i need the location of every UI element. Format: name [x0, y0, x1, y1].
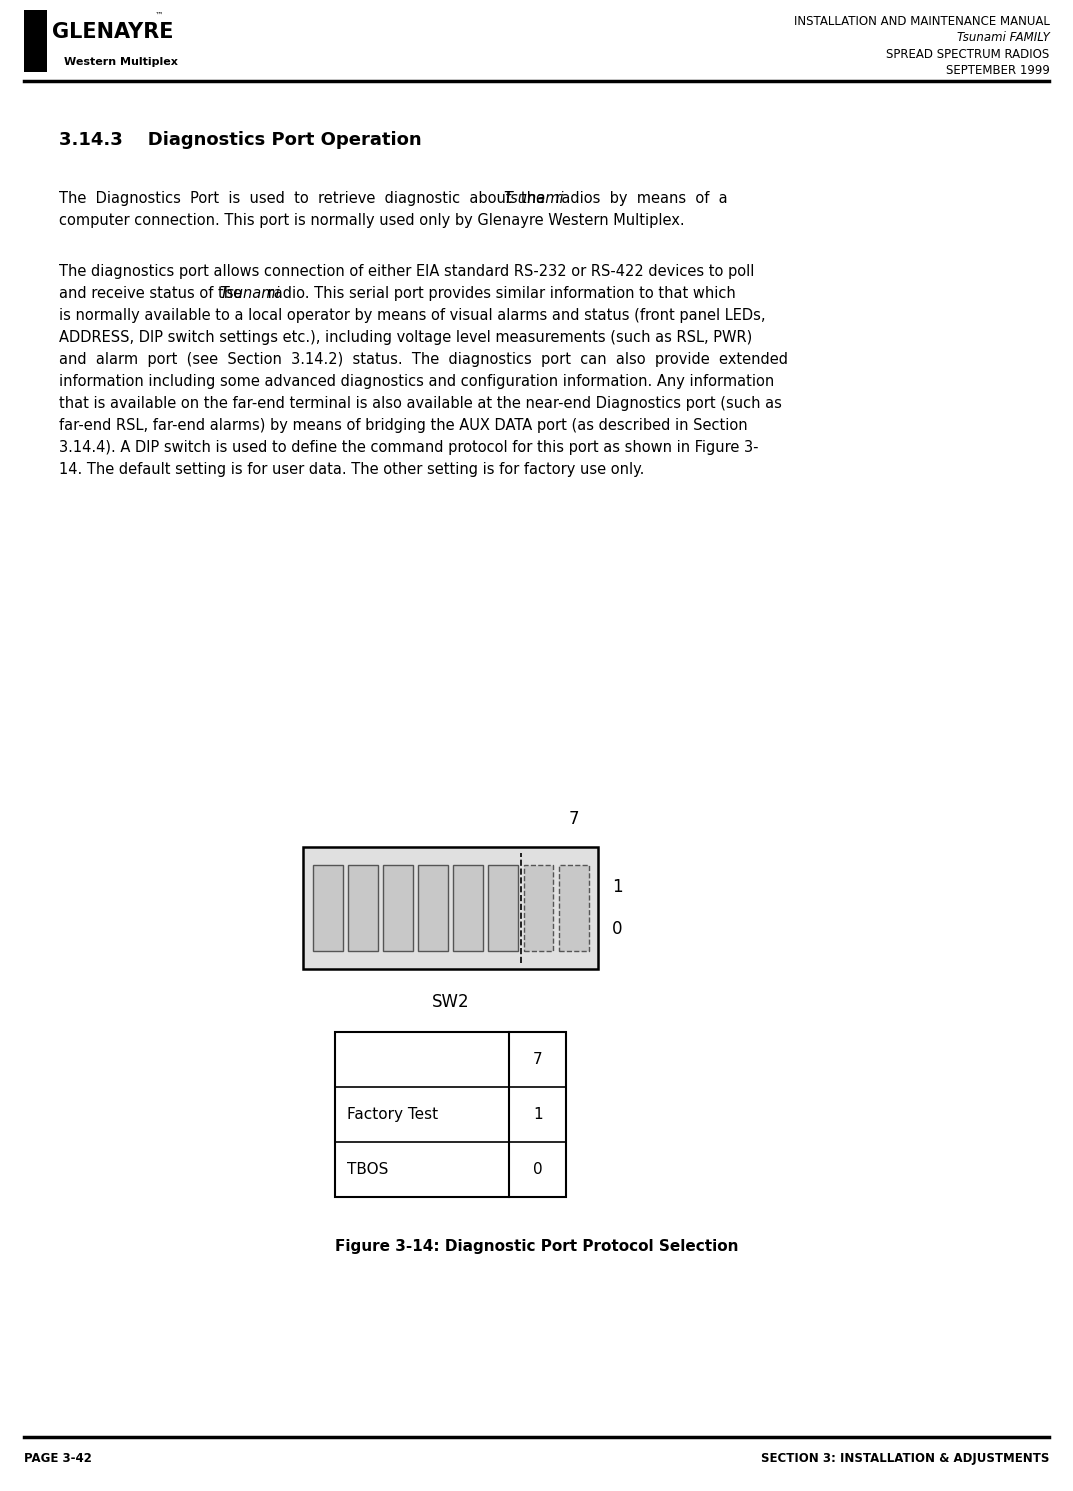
Text: Factory Test: Factory Test — [348, 1106, 438, 1123]
Text: radios  by  means  of  a: radios by means of a — [546, 191, 729, 206]
Text: 7: 7 — [533, 1051, 543, 1068]
Text: Figure 3-14: Diagnostic Port Protocol Selection: Figure 3-14: Diagnostic Port Protocol Se… — [335, 1239, 738, 1254]
Text: INSTALLATION AND MAINTENANCE MANUAL: INSTALLATION AND MAINTENANCE MANUAL — [794, 15, 1049, 28]
Text: SW2: SW2 — [431, 993, 470, 1011]
Text: far-end RSL, far-end alarms) by means of bridging the AUX DATA port (as describe: far-end RSL, far-end alarms) by means of… — [59, 417, 748, 434]
Text: 14. The default setting is for user data. The other setting is for factory use o: 14. The default setting is for user data… — [59, 462, 645, 477]
Bar — [418, 865, 449, 951]
Text: PAGE 3-42: PAGE 3-42 — [24, 1452, 91, 1466]
Bar — [524, 865, 554, 951]
Bar — [348, 865, 378, 951]
Text: Tsunami FAMILY: Tsunami FAMILY — [957, 31, 1049, 45]
Bar — [335, 1032, 567, 1197]
Text: 1: 1 — [533, 1106, 543, 1123]
Text: SECTION 3: INSTALLATION & ADJUSTMENTS: SECTION 3: INSTALLATION & ADJUSTMENTS — [761, 1452, 1049, 1466]
Text: 3.14.4). A DIP switch is used to define the command protocol for this port as sh: 3.14.4). A DIP switch is used to define … — [59, 440, 759, 455]
Text: 3.14.3    Diagnostics Port Operation: 3.14.3 Diagnostics Port Operation — [59, 131, 422, 149]
Text: 0: 0 — [533, 1161, 543, 1178]
Text: ™: ™ — [155, 10, 163, 21]
Bar — [24, 10, 47, 72]
Bar — [559, 865, 588, 951]
Text: information including some advanced diagnostics and configuration information. A: information including some advanced diag… — [59, 374, 775, 389]
Text: SPREAD SPECTRUM RADIOS: SPREAD SPECTRUM RADIOS — [886, 48, 1049, 61]
Text: 1: 1 — [612, 878, 622, 896]
Bar — [383, 865, 413, 951]
Text: 0: 0 — [612, 920, 622, 938]
Text: TBOS: TBOS — [348, 1161, 388, 1178]
Text: that is available on the far-end terminal is also available at the near-end Diag: that is available on the far-end termina… — [59, 397, 782, 412]
Text: Western Multiplex: Western Multiplex — [64, 57, 178, 67]
Text: radio. This serial port provides similar information to that which: radio. This serial port provides similar… — [263, 286, 735, 301]
Bar — [453, 865, 483, 951]
Bar — [313, 865, 342, 951]
Text: Tsunami: Tsunami — [503, 191, 564, 206]
Text: and receive status of the: and receive status of the — [59, 286, 247, 301]
Text: is normally available to a local operator by means of visual alarms and status (: is normally available to a local operato… — [59, 307, 765, 324]
Text: ADDRESS, DIP switch settings etc.), including voltage level measurements (such a: ADDRESS, DIP switch settings etc.), incl… — [59, 330, 752, 344]
Text: The  Diagnostics  Port  is  used  to  retrieve  diagnostic  about  the: The Diagnostics Port is used to retrieve… — [59, 191, 555, 206]
Text: Tsunami: Tsunami — [219, 286, 280, 301]
Text: The diagnostics port allows connection of either EIA standard RS-232 or RS-422 d: The diagnostics port allows connection o… — [59, 264, 754, 279]
Bar — [303, 847, 599, 969]
Text: 7: 7 — [569, 810, 579, 828]
Text: computer connection. This port is normally used only by Glenayre Western Multipl: computer connection. This port is normal… — [59, 213, 685, 228]
Text: and  alarm  port  (see  Section  3.14.2)  status.  The  diagnostics  port  can  : and alarm port (see Section 3.14.2) stat… — [59, 352, 788, 367]
Text: GLENAYRE: GLENAYRE — [52, 22, 173, 42]
Text: SEPTEMBER 1999: SEPTEMBER 1999 — [945, 64, 1049, 78]
Bar — [488, 865, 518, 951]
